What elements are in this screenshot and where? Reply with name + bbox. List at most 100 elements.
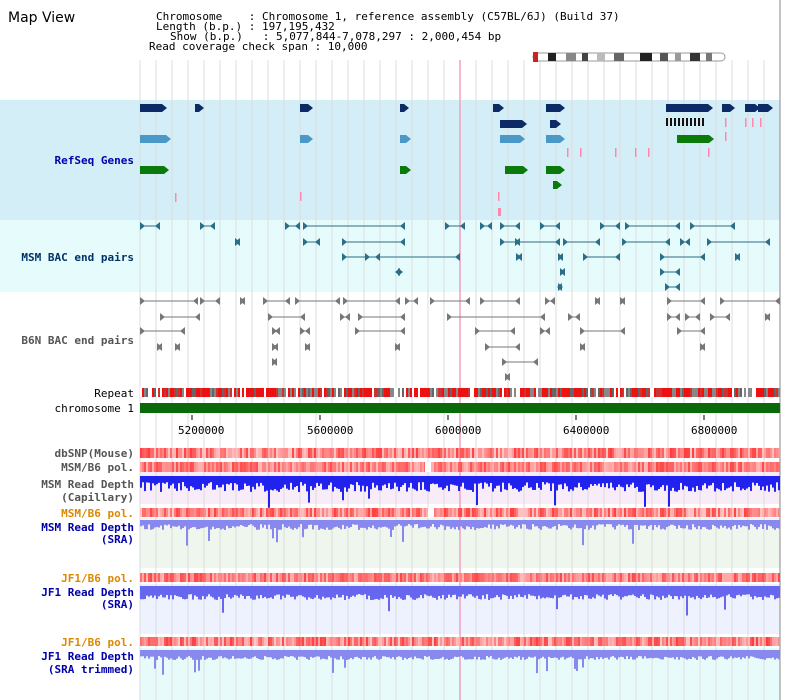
jf1-depth-trim-bar bbox=[532, 650, 534, 658]
msm-pol-cell bbox=[262, 462, 264, 472]
repeat-segment bbox=[378, 388, 380, 397]
msm-pol2-cell bbox=[342, 508, 344, 517]
jf1-pol-cell bbox=[552, 573, 554, 582]
repeat-segment bbox=[306, 388, 308, 397]
jf1-depth-sra-bar bbox=[420, 586, 422, 596]
msm-depth-sra-bar bbox=[638, 520, 640, 530]
msm-pol2-cell bbox=[768, 508, 770, 517]
jf1-depth-sra-bar bbox=[400, 586, 402, 599]
b6n-end bbox=[515, 297, 520, 305]
dbsnp-cell bbox=[496, 448, 498, 458]
jf1-depth-sra-bar bbox=[428, 586, 430, 597]
msm-pol2-cell bbox=[466, 508, 468, 517]
msm-depth-cap-bar bbox=[468, 476, 470, 490]
track-label-msm-bac[interactable]: MSM BAC end pairs bbox=[21, 251, 134, 264]
repeat-segment bbox=[772, 388, 774, 397]
jf1-pol-cell bbox=[360, 573, 362, 582]
track-label-jf1-depth-trim[interactable]: JF1 Read Depth bbox=[41, 650, 134, 663]
jf1-depth-sra-bar bbox=[364, 586, 366, 595]
jf1-depth-sra-bar bbox=[722, 586, 724, 597]
msm-pol-cell bbox=[474, 462, 476, 472]
track-label-b6n-bac[interactable]: B6N BAC end pairs bbox=[21, 334, 134, 347]
jf1-depth-trim-bar bbox=[776, 650, 778, 659]
msm-depth-sra-bar bbox=[606, 520, 608, 525]
track-label-msm-depth-sra[interactable]: MSM Read Depth bbox=[41, 521, 134, 534]
jf1-depth-trim-bar bbox=[256, 650, 258, 659]
jf1-depth-trim-bar bbox=[340, 650, 342, 657]
dbsnp-cell bbox=[434, 448, 436, 458]
dbsnp-cell bbox=[686, 448, 688, 458]
msm-depth-cap-bar bbox=[754, 476, 756, 486]
jf1-depth-sra-bar bbox=[348, 586, 350, 599]
msm-depth-sra-bar bbox=[266, 520, 268, 530]
jf1-depth-sra-bar bbox=[360, 586, 362, 595]
repeat-segment bbox=[158, 388, 160, 397]
jf1-depth-sra-bar bbox=[558, 586, 560, 598]
msm-pol2-cell bbox=[702, 508, 704, 517]
track-label-dbsnp[interactable]: dbSNP(Mouse) bbox=[54, 447, 134, 460]
repeat-segment bbox=[308, 388, 310, 397]
repeat-segment bbox=[174, 388, 176, 397]
repeat-segment bbox=[734, 388, 736, 397]
jf1-depth-sra-bar bbox=[154, 586, 156, 596]
msm-depth-cap-bar bbox=[354, 476, 356, 492]
msm-pol2-cell bbox=[304, 508, 306, 517]
track-label-refseq[interactable]: RefSeq Genes bbox=[54, 154, 134, 167]
jf1-pol-cell bbox=[176, 573, 178, 582]
msm-pol2-cell bbox=[244, 508, 246, 517]
track-label-jf1-pol-1[interactable]: JF1/B6 pol. bbox=[61, 572, 134, 585]
msm-depth-sra-bar bbox=[656, 520, 658, 528]
jf1-pol-cell bbox=[292, 573, 294, 582]
track-label-msm-depth-cap[interactable]: MSM Read Depth bbox=[41, 478, 134, 491]
jf1-pol-cell bbox=[442, 573, 444, 582]
jf1-pol2-cell bbox=[242, 637, 244, 646]
msm-pol-cell bbox=[308, 462, 310, 472]
jf1-pol2-cell bbox=[538, 637, 540, 646]
repeat-segment bbox=[258, 388, 260, 397]
msm-pol-cell bbox=[548, 462, 550, 472]
repeat-segment bbox=[366, 388, 368, 397]
track-label-jf1-depth-sra[interactable]: JF1 Read Depth bbox=[41, 586, 134, 599]
msm-pol-cell bbox=[686, 462, 688, 472]
msm-pol-cell bbox=[292, 462, 294, 472]
track-label-msm-pol-1[interactable]: MSM/B6 pol. bbox=[61, 461, 134, 474]
jf1-pol-cell bbox=[150, 573, 152, 582]
msm-pol-cell bbox=[380, 462, 382, 472]
msm-pol-cell bbox=[606, 462, 608, 472]
msm-depth-sra-bar bbox=[506, 520, 508, 527]
track-label-jf1-pol-2[interactable]: JF1/B6 pol. bbox=[61, 636, 134, 649]
dbsnp-cell bbox=[448, 448, 450, 458]
jf1-depth-sra-bar bbox=[326, 586, 328, 598]
b6n-end bbox=[275, 327, 280, 335]
msm-pol-cell bbox=[742, 462, 744, 472]
jf1-depth-trim-bar bbox=[518, 650, 520, 657]
msm-pol-cell bbox=[584, 462, 586, 472]
msm-depth-cap-bar bbox=[676, 476, 678, 492]
msm-depth-sra-bar bbox=[664, 520, 666, 530]
jf1-pol-cell bbox=[270, 573, 272, 582]
msm-pol2-cell bbox=[756, 508, 758, 517]
dbsnp-cell bbox=[462, 448, 464, 458]
jf1-pol-cell bbox=[542, 573, 544, 582]
b6n-end bbox=[273, 343, 278, 351]
jf1-pol-cell bbox=[494, 573, 496, 582]
jf1-pol2-cell bbox=[480, 637, 482, 646]
jf1-pol2-cell bbox=[346, 637, 348, 646]
repeat-segment bbox=[150, 388, 152, 397]
jf1-depth-sra-bar bbox=[672, 586, 674, 600]
jf1-pol-cell bbox=[186, 573, 188, 582]
jf1-pol2-cell bbox=[678, 637, 680, 646]
msm-depth-sra-bar bbox=[660, 520, 662, 530]
jf1-pol2-cell bbox=[378, 637, 380, 646]
msm-pol-cell bbox=[190, 462, 192, 472]
dbsnp-cell bbox=[178, 448, 180, 458]
track-label-msm-pol-2[interactable]: MSM/B6 pol. bbox=[61, 507, 134, 520]
dbsnp-cell bbox=[194, 448, 196, 458]
jf1-depth-trim-bar bbox=[694, 650, 696, 659]
msm-depth-sra-bar bbox=[490, 520, 492, 529]
dbsnp-cell bbox=[476, 448, 478, 458]
repeat-segment bbox=[346, 388, 348, 397]
jf1-depth-sra-bar bbox=[660, 586, 662, 600]
dbsnp-cell bbox=[146, 448, 148, 458]
jf1-depth-sra-bar bbox=[328, 586, 330, 598]
